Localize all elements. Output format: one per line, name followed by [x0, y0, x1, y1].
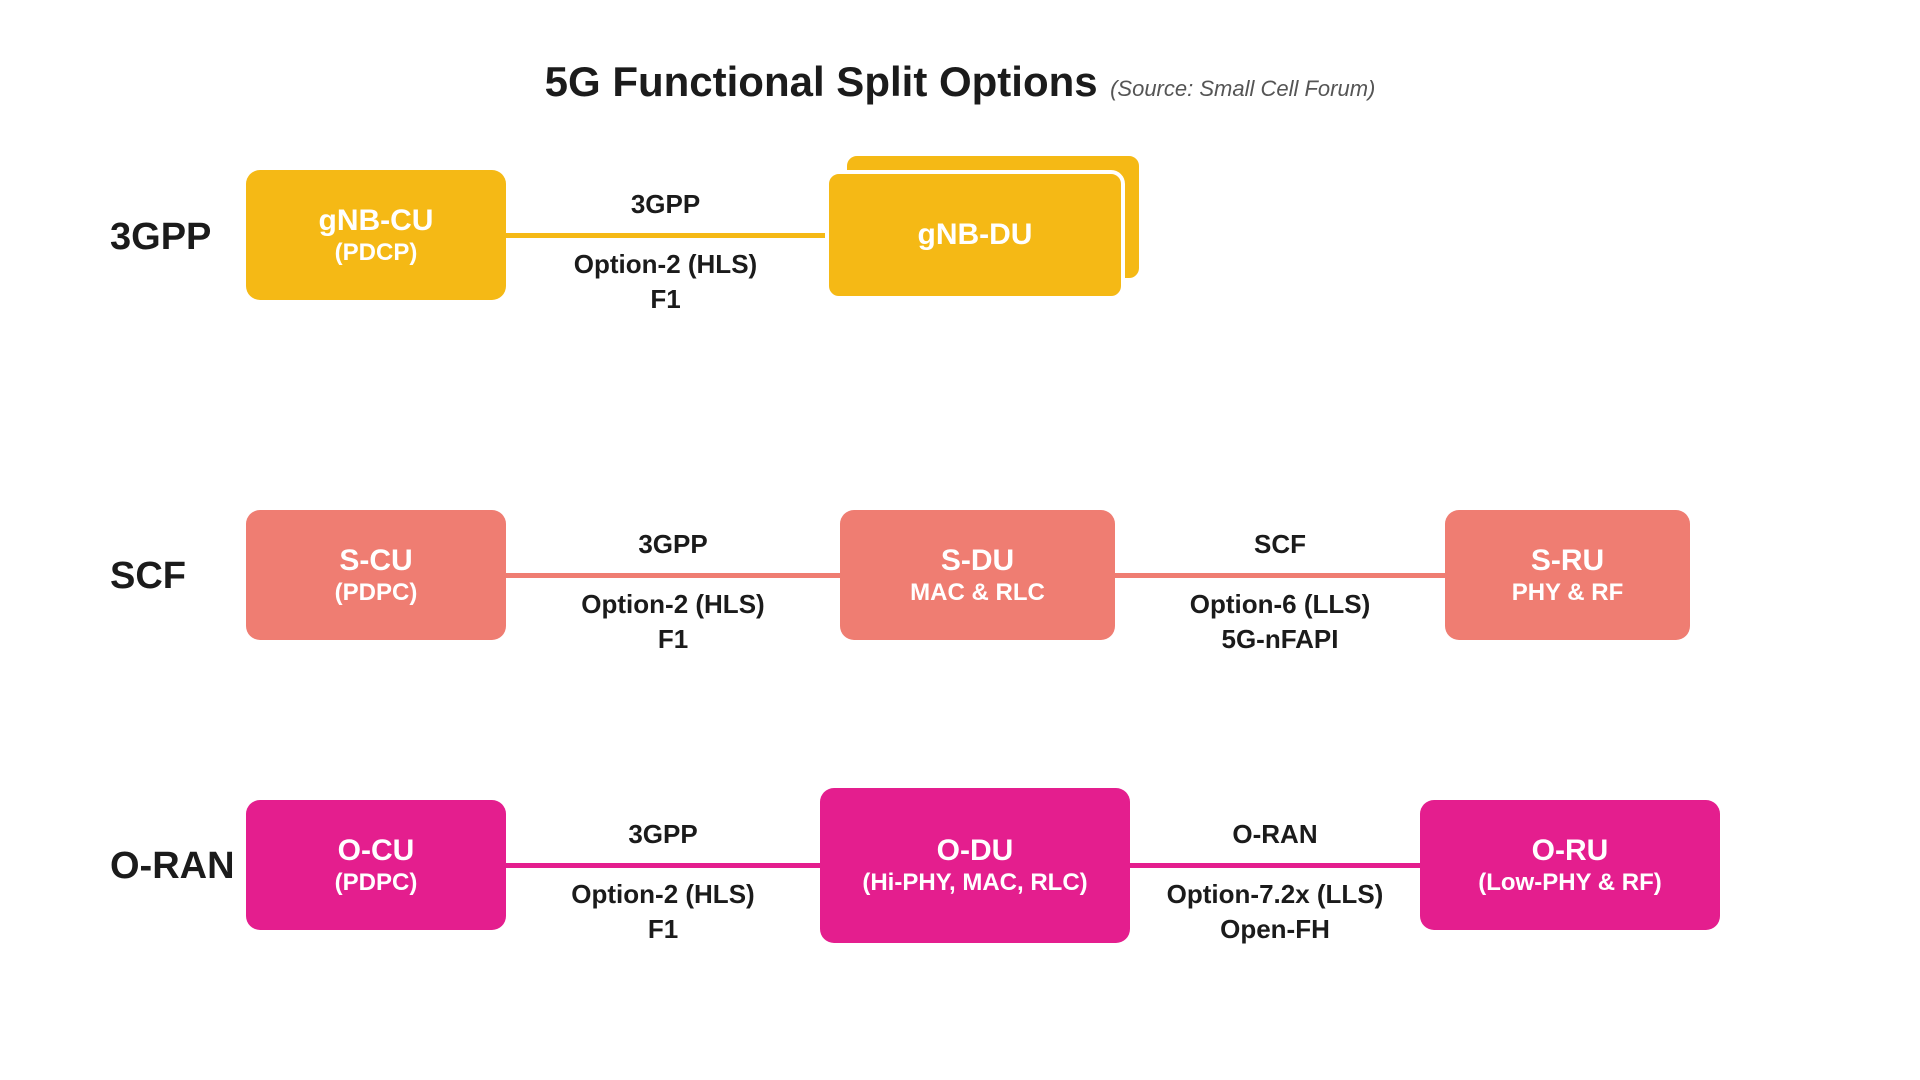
node-title-gnb-cu: gNB-CU	[319, 203, 434, 239]
connector-label-above: 3GPP	[513, 819, 813, 850]
connector-line	[506, 573, 840, 578]
connector-label-above: SCF	[1130, 529, 1430, 560]
row-label-scf: SCF	[110, 555, 186, 598]
node-gnb-cu: gNB-CU(PDCP)	[246, 170, 506, 300]
connector-label-below-2: F1	[516, 282, 816, 317]
connector-label-below: Option-2 (HLS)F1	[513, 877, 813, 947]
connector-label-below-1: Option-2 (HLS)	[523, 587, 823, 622]
node-o-du: O-DU(Hi-PHY, MAC, RLC)	[820, 788, 1130, 943]
node-title-gnb-du: gNB-DU	[918, 217, 1033, 253]
connector-label-above: 3GPP	[516, 189, 816, 220]
connector-label-below-2: F1	[523, 622, 823, 657]
node-o-ru: O-RU(Low-PHY & RF)	[1420, 800, 1720, 930]
node-s-du: S-DUMAC & RLC	[840, 510, 1115, 640]
connector-label-below: Option-7.2x (LLS)Open-FH	[1125, 877, 1425, 947]
node-s-ru: S-RUPHY & RF	[1445, 510, 1690, 640]
connector-s-du-s-ru: SCFOption-6 (LLS)5G-nFAPI	[1115, 573, 1445, 574]
node-title-s-du: S-DU	[941, 543, 1014, 579]
connector-label-below-1: Option-7.2x (LLS)	[1125, 877, 1425, 912]
connector-label-below-2: Open-FH	[1125, 912, 1425, 947]
title-main: 5G Functional Split Options	[545, 58, 1098, 105]
node-title-o-ru: O-RU	[1532, 833, 1609, 869]
connector-label-below-1: Option-6 (LLS)	[1130, 587, 1430, 622]
connector-label-above: O-RAN	[1125, 819, 1425, 850]
node-gnb-du: gNB-DU	[825, 170, 1125, 300]
node-subtitle-o-cu: (PDPC)	[335, 869, 418, 898]
node-title-o-cu: O-CU	[338, 833, 415, 869]
node-title-s-ru: S-RU	[1531, 543, 1604, 579]
diagram-title: 5G Functional Split Options (Source: Sma…	[0, 58, 1920, 106]
connector-gnb-cu-gnb-du: 3GPPOption-2 (HLS)F1	[506, 233, 825, 234]
connector-label-below: Option-2 (HLS)F1	[523, 587, 823, 657]
node-s-cu: S-CU(PDPC)	[246, 510, 506, 640]
connector-line	[1130, 863, 1420, 868]
title-source: (Source: Small Cell Forum)	[1110, 76, 1375, 101]
connector-label-below-1: Option-2 (HLS)	[513, 877, 813, 912]
node-subtitle-s-ru: PHY & RF	[1512, 579, 1624, 608]
connector-label-above: 3GPP	[523, 529, 823, 560]
connector-s-cu-s-du: 3GPPOption-2 (HLS)F1	[506, 573, 840, 574]
node-subtitle-s-du: MAC & RLC	[910, 579, 1045, 608]
connector-label-below: Option-6 (LLS)5G-nFAPI	[1130, 587, 1430, 657]
row-label-oran: O-RAN	[110, 845, 235, 888]
node-title-o-du: O-DU	[937, 833, 1014, 869]
connector-label-below-2: F1	[513, 912, 813, 947]
node-subtitle-o-du: (Hi-PHY, MAC, RLC)	[862, 869, 1087, 898]
connector-line	[506, 233, 825, 238]
connector-line	[506, 863, 820, 868]
connector-label-below: Option-2 (HLS)F1	[516, 247, 816, 317]
connector-line	[1115, 573, 1445, 578]
connector-label-below-1: Option-2 (HLS)	[516, 247, 816, 282]
connector-o-du-o-ru: O-RANOption-7.2x (LLS)Open-FH	[1130, 863, 1420, 864]
node-title-s-cu: S-CU	[339, 543, 412, 579]
node-o-cu: O-CU(PDPC)	[246, 800, 506, 930]
connector-label-below-2: 5G-nFAPI	[1130, 622, 1430, 657]
connector-o-cu-o-du: 3GPPOption-2 (HLS)F1	[506, 863, 820, 864]
node-subtitle-gnb-cu: (PDCP)	[335, 239, 418, 268]
node-subtitle-s-cu: (PDPC)	[335, 579, 418, 608]
row-label-3gpp: 3GPP	[110, 216, 211, 259]
node-subtitle-o-ru: (Low-PHY & RF)	[1478, 869, 1662, 898]
